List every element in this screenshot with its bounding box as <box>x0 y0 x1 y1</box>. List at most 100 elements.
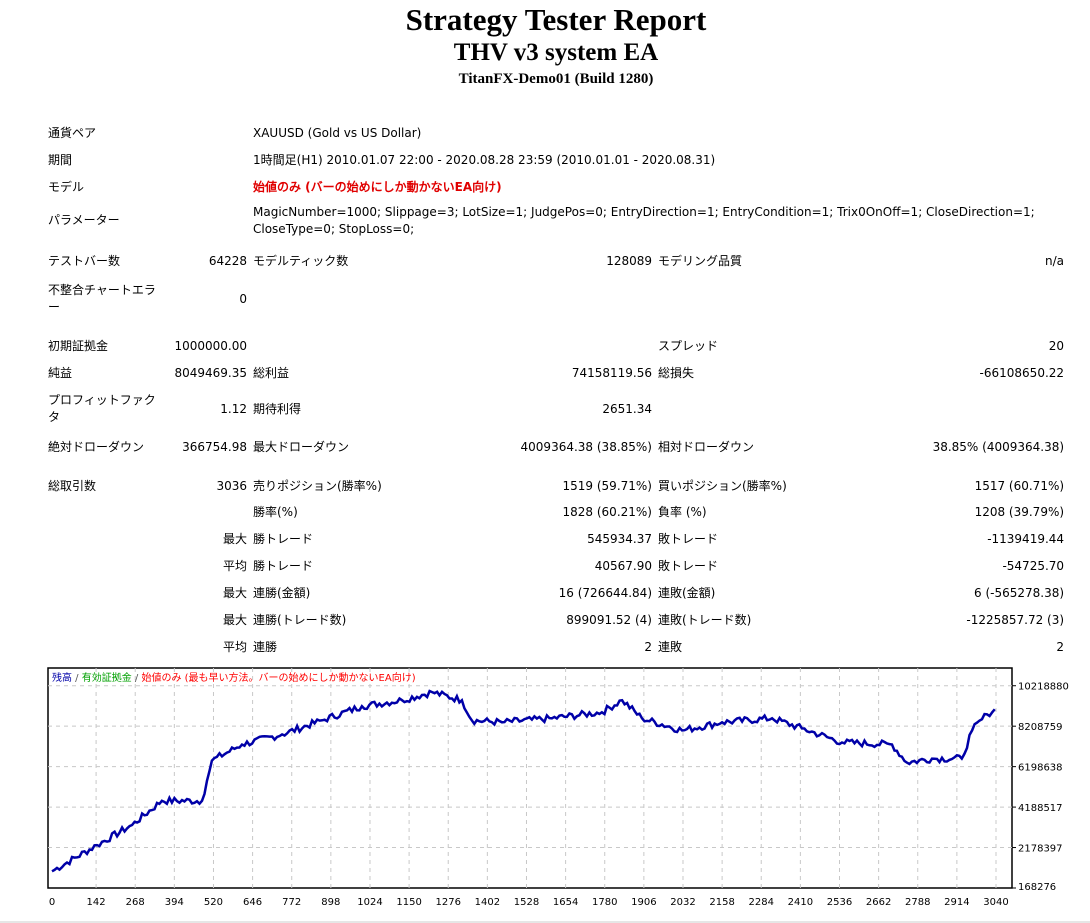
legend-sep1: / <box>72 673 82 684</box>
stat-label: 勝率(%) <box>253 505 298 519</box>
y-tick-label: 2178397 <box>1018 844 1063 855</box>
stat-value: 74158119.56 <box>571 366 652 380</box>
stat-label: 純益 <box>48 366 73 380</box>
x-tick-label: 2914 <box>944 897 969 908</box>
stat-label: 総利益 <box>253 366 290 380</box>
stat-value: -54725.70 <box>1002 559 1065 573</box>
stat-value: 38.85% (4009364.38) <box>932 439 1065 454</box>
stat-value: 899091.52 (4) <box>566 613 652 627</box>
x-tick-label: 2032 <box>670 897 695 908</box>
stat-label: 敗トレード <box>658 559 719 573</box>
stat-label: スプレッド <box>658 339 719 353</box>
stat-value: -66108650.22 <box>979 366 1065 380</box>
stat-value: -1139419.44 <box>987 532 1065 546</box>
chart-legend: 残高 / 有効証拠金 / 始値のみ (最も早い方法。バーの始めにしか動かないEA… <box>52 671 416 684</box>
stat-label: 連勝(トレード数) <box>253 613 347 627</box>
stat-value: 16 (726644.84) <box>558 586 652 600</box>
x-tick-label: 1276 <box>436 897 461 908</box>
stat-value: 1517 (60.71%) <box>974 479 1065 493</box>
spacer <box>170 201 250 240</box>
stats-row: 最大 勝トレード 545934.37 敗トレード -1139419.44 <box>45 526 1067 553</box>
info-value: 始値のみ (バーの始めにしか動かないEA向け) <box>253 180 502 194</box>
stat-value <box>450 282 655 316</box>
stat-value: 128089 <box>606 253 652 268</box>
stat-label: 総損失 <box>658 366 695 380</box>
x-tick-label: 1780 <box>592 897 617 908</box>
x-tick-label: 0 <box>49 897 55 908</box>
stat-value: 0 <box>239 291 247 306</box>
stat-value: 1519 (59.71%) <box>562 479 652 493</box>
stat-label: 売りポジション(勝率%) <box>253 479 382 493</box>
stat-value: 20 <box>1048 339 1065 353</box>
stat-label <box>45 526 170 553</box>
stat-label <box>45 634 170 661</box>
stat-value: 1000000.00 <box>174 339 247 353</box>
x-tick-label: 1402 <box>475 897 500 908</box>
info-label: 通貨ペア <box>48 126 97 140</box>
y-tick-label: 4188517 <box>1018 803 1063 814</box>
info-label: パラメーター <box>48 213 120 227</box>
x-tick-label: 394 <box>165 897 184 908</box>
stats-row: 純益 8049469.35 総利益 74158119.56 総損失 -66108650.2… <box>45 360 1067 387</box>
stat-label <box>655 387 855 431</box>
stats-row: プロフィットファクタ 1.12 期待利得 2651.34 <box>45 387 1067 431</box>
stat-value: 2 <box>1056 640 1065 654</box>
stat-label <box>655 282 855 316</box>
x-tick-label: 268 <box>126 897 145 908</box>
stat-value: 2 <box>644 640 652 654</box>
stat-label <box>45 499 170 526</box>
stat-label: 絶対ドローダウン <box>48 439 145 454</box>
stat-value: 40567.90 <box>594 559 652 573</box>
stats-row: 勝率(%) 1828 (60.21%) 負率 (%) 1208 (39.79%) <box>45 499 1067 526</box>
x-tick-label: 1150 <box>396 897 421 908</box>
stat-value: 1828 (60.21%) <box>562 505 652 519</box>
x-tick-label: 2788 <box>905 897 930 908</box>
stat-label: 買いポジション(勝率%) <box>658 479 787 493</box>
x-tick-label: 2284 <box>749 897 774 908</box>
legend-balance: 残高 <box>52 671 72 684</box>
stat-label: 連敗(トレード数) <box>658 613 752 627</box>
stat-label: 連勝(金額) <box>253 586 311 600</box>
y-tick-label: 168276 <box>1018 882 1056 893</box>
x-tick-label: 2158 <box>709 897 734 908</box>
stats-row: テストバー数 64228 モデルティック数 128089 モデリング品質 n/a <box>45 240 1067 282</box>
stat-label: テストバー数 <box>48 253 121 268</box>
stat-qualifier: 最大 <box>222 586 247 600</box>
x-tick-label: 2536 <box>827 897 852 908</box>
stat-label: 負率 (%) <box>658 505 707 519</box>
stat-label: 敗トレード <box>658 532 719 546</box>
x-tick-label: 2662 <box>866 897 891 908</box>
stat-label: 総取引数 <box>48 479 97 493</box>
stat-label: モデリング品質 <box>658 253 743 268</box>
info-label: 期間 <box>48 153 73 167</box>
x-tick-label: 1654 <box>553 897 578 908</box>
y-tick-label: 10218880 <box>1018 682 1069 693</box>
stats-row: 最大 連勝(金額) 16 (726644.84) 連敗(金額) 6 (-565278.3… <box>45 580 1067 607</box>
spacer <box>170 120 250 147</box>
stats-row: 総取引数 3036 売りポジション(勝率%) 1519 (59.71%) 買いポジション… <box>45 463 1067 499</box>
stat-value <box>450 316 655 360</box>
x-tick-label: 772 <box>282 897 301 908</box>
stat-label: 期待利得 <box>253 401 302 416</box>
stat-qualifier: 平均 <box>222 559 247 573</box>
stats-row: 不整合チャートエラー 0 <box>45 282 1067 316</box>
stat-label: 連勝 <box>253 640 278 654</box>
stat-label: 相対ドローダウン <box>658 439 755 454</box>
stat-label: 連敗(金額) <box>658 586 716 600</box>
stat-value: 2651.34 <box>602 401 652 416</box>
stat-qualifier: 最大 <box>222 613 247 627</box>
report-title: Strategy Tester Report <box>405 2 707 37</box>
stat-label <box>45 607 170 634</box>
stat-value: 1208 (39.79%) <box>974 505 1065 519</box>
stat-label: 勝トレード <box>253 559 314 573</box>
stat-value: 4009364.38 (38.85%) <box>520 439 652 454</box>
stat-value: 6 (-565278.38) <box>974 586 1065 600</box>
y-tick-label: 6198638 <box>1018 763 1063 774</box>
stat-qualifier: 最大 <box>222 532 247 546</box>
stat-label: モデルティック数 <box>253 253 349 268</box>
balance-chart: 0 142 268 394 520 646 772 898 1024 1150 1276 1402 15… <box>0 667 1090 923</box>
info-value: 1時間足(H1) 2010.01.07 22:00 - 2020.08.28 2… <box>253 153 716 167</box>
stats-row: 平均 勝トレード 40567.90 敗トレード -54725.70 <box>45 553 1067 580</box>
stat-value: 8049469.35 <box>174 366 247 380</box>
x-tick-label: 898 <box>321 897 340 908</box>
